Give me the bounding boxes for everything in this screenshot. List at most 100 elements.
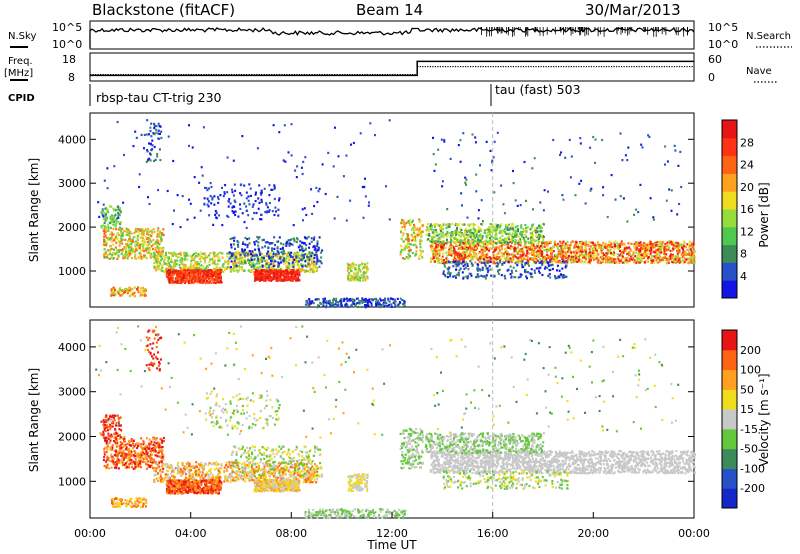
heatmap-cell (516, 252, 519, 255)
heatmap-cell (208, 263, 211, 266)
heatmap-cell (180, 281, 183, 284)
heatmap-cell (147, 230, 150, 233)
heatmap-cell (295, 277, 298, 280)
heatmap-cell (130, 257, 133, 260)
heatmap-cell (179, 251, 182, 254)
heatmap-cell (463, 258, 465, 261)
heatmap-cell (664, 247, 667, 250)
heatmap-cell (188, 276, 191, 279)
heatmap-cell (231, 254, 233, 257)
heatmap-cell (256, 274, 259, 277)
heatmap-cell (141, 257, 144, 260)
heatmap-cell (363, 279, 365, 282)
heatmap-cell (331, 303, 334, 306)
heatmap-cell (281, 246, 284, 249)
heatmap-cell (689, 248, 692, 251)
nave-point (208, 74, 210, 76)
heatmap-cell (393, 298, 396, 301)
heatmap-cell (681, 253, 684, 256)
heatmap-cell (259, 218, 262, 221)
heatmap-cell (476, 242, 479, 246)
heatmap-cell (407, 240, 410, 243)
heatmap-cell (157, 261, 160, 264)
heatmap-cell (460, 254, 463, 257)
heatmap-cell (191, 270, 194, 273)
heatmap-cell (572, 259, 575, 262)
nave-point (460, 66, 462, 68)
heatmap-cell (313, 270, 316, 273)
heatmap-cell (255, 278, 258, 281)
heatmap-cell (210, 281, 213, 285)
heatmap-cell (182, 279, 185, 282)
heatmap-cell (267, 266, 270, 269)
heatmap-cell (103, 225, 106, 228)
heatmap-cell (251, 254, 254, 257)
heatmap-cell (205, 273, 208, 276)
heatmap-cell (628, 251, 631, 254)
heatmap-cell (224, 259, 227, 262)
heatmap-cell (194, 260, 197, 263)
heatmap-cell (451, 249, 454, 252)
heatmap-cell (644, 250, 647, 254)
heatmap-cell (512, 246, 514, 249)
heatmap-cell (469, 251, 471, 255)
heatmap-cell (418, 218, 421, 221)
heatmap-cell (453, 247, 456, 250)
heatmap-cell (278, 197, 281, 200)
heatmap-cell (320, 251, 323, 254)
heatmap-cell (450, 243, 453, 247)
heatmap-cell (608, 245, 611, 248)
heatmap-cell (412, 244, 415, 247)
heatmap-cell (644, 249, 647, 252)
nave-point (115, 74, 117, 76)
heatmap-cell (527, 252, 530, 255)
heatmap-cell (277, 257, 280, 260)
heatmap-cell (127, 244, 130, 247)
heatmap-cell (245, 209, 248, 212)
nave-point (306, 74, 308, 76)
nave-point (178, 74, 180, 76)
heatmap-cell (156, 236, 159, 239)
heatmap-cell (184, 280, 187, 283)
heatmap-cell (534, 257, 537, 260)
heatmap-cell (116, 206, 119, 209)
heatmap-cell (570, 252, 573, 255)
heatmap-cell (150, 235, 153, 238)
heatmap-cell (668, 240, 671, 243)
heatmap-cell (308, 242, 311, 245)
heatmap-cell (454, 254, 457, 257)
heatmap-cell (245, 205, 248, 208)
heatmap-cell (216, 269, 219, 272)
heatmap-cell (682, 251, 685, 254)
heatmap-cell (165, 251, 167, 254)
heatmap-cell (281, 252, 284, 255)
heatmap-cell (127, 249, 130, 252)
heatmap-cell (601, 257, 604, 260)
heatmap-cell (370, 298, 373, 301)
heatmap-cell (647, 257, 649, 260)
heatmap-cell (430, 257, 433, 260)
heatmap-cell (664, 259, 667, 262)
heatmap-cell (280, 277, 283, 281)
heatmap-cell (355, 278, 358, 281)
heatmap-cell (200, 270, 203, 273)
heatmap-cell (408, 221, 411, 224)
nave-point (563, 66, 565, 68)
heatmap-cell (245, 254, 248, 257)
nave-point (681, 66, 683, 68)
heatmap-cell (546, 253, 549, 256)
heatmap-cell (418, 254, 421, 257)
heatmap-cell (298, 260, 300, 263)
nave-point (366, 74, 368, 76)
heatmap-cell (364, 297, 367, 301)
heatmap-cell (133, 286, 136, 289)
heatmap-cell (605, 244, 608, 247)
heatmap-cell (263, 259, 266, 262)
heatmap-cell (210, 275, 213, 278)
heatmap-cell (430, 248, 433, 251)
heatmap-cell (283, 277, 286, 280)
heatmap-cell (377, 299, 380, 302)
heatmap-cell (194, 270, 196, 273)
heatmap-cell (243, 202, 246, 205)
heatmap-cell (604, 242, 607, 245)
